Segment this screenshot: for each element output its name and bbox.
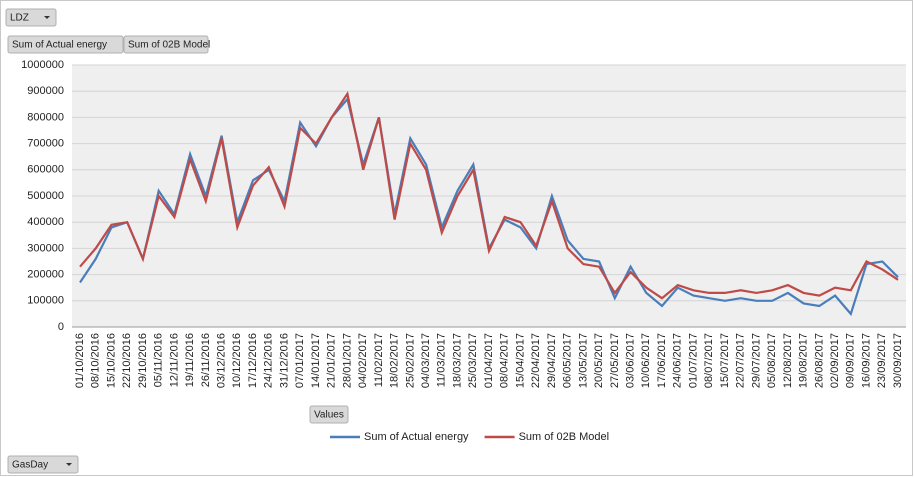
series-line <box>79 91 899 300</box>
x-tick-label: 22/10/2016 <box>121 333 133 388</box>
value-button-label: Sum of Actual energy <box>12 40 107 51</box>
x-tick-label: 17/06/2017 <box>656 333 668 388</box>
x-tick-label: 12/11/2016 <box>168 333 180 387</box>
x-tick-label: 12/08/2017 <box>782 333 794 388</box>
x-tick-label: 06/05/2017 <box>562 333 574 388</box>
x-tick-label: 30/09/2017 <box>892 333 904 388</box>
axis-button[interactable]: GasDay <box>7 455 79 474</box>
x-tick-label: 18/03/2017 <box>451 333 463 388</box>
y-tick-label: 900000 <box>27 85 64 97</box>
legend-label: Sum of Actual energy <box>364 431 469 443</box>
x-tick-label: 21/01/2017 <box>326 333 338 388</box>
filter-button-label: LDZ <box>10 13 29 24</box>
x-tick-label: 27/05/2017 <box>609 333 621 388</box>
y-tick-label: 300000 <box>27 242 64 254</box>
x-tick-label: 15/04/2017 <box>514 333 526 388</box>
x-tick-label: 24/12/2016 <box>263 333 275 388</box>
values-button-label: Values <box>314 410 344 421</box>
x-tick-label: 15/10/2016 <box>105 333 117 388</box>
x-tick-label: 16/09/2017 <box>860 333 872 388</box>
x-tick-label: 03/06/2017 <box>624 333 636 388</box>
x-tick-label: 25/02/2017 <box>404 333 416 388</box>
x-tick-label: 29/07/2017 <box>750 333 762 388</box>
y-tick-label: 200000 <box>27 269 64 281</box>
x-tick-label: 29/10/2016 <box>137 333 149 388</box>
x-tick-label: 14/01/2017 <box>310 333 322 388</box>
x-tick-label: 28/01/2017 <box>341 333 353 388</box>
x-tick-label: 24/06/2017 <box>672 333 684 388</box>
x-tick-label: 23/09/2017 <box>876 333 888 388</box>
value-button[interactable]: Sum of Actual energy <box>7 35 124 54</box>
y-tick-label: 500000 <box>27 190 64 202</box>
x-tick-label: 05/08/2017 <box>766 333 778 388</box>
x-tick-label: 19/11/2016 <box>184 333 196 387</box>
x-tick-label: 29/04/2017 <box>546 333 558 388</box>
x-tick-label: 08/04/2017 <box>499 333 511 388</box>
value-button[interactable]: Sum of 02B Model <box>123 35 210 54</box>
x-tick-label: 26/08/2017 <box>813 333 825 388</box>
x-tick-label: 20/05/2017 <box>593 333 605 388</box>
y-tick-label: 100000 <box>27 295 64 307</box>
x-tick-label: 01/10/2016 <box>74 333 86 388</box>
y-tick-label: 1000000 <box>21 59 64 71</box>
filter-button[interactable]: LDZ <box>5 8 57 27</box>
x-tick-label: 26/11/2016 <box>200 333 212 387</box>
x-tick-label: 04/02/2017 <box>357 333 369 388</box>
x-tick-label: 08/10/2016 <box>90 333 102 388</box>
x-tick-label: 15/07/2017 <box>719 333 731 388</box>
x-tick-label: 05/11/2016 <box>153 333 165 387</box>
legend-label: Sum of 02B Model <box>519 431 610 443</box>
x-tick-label: 04/03/2017 <box>420 333 432 388</box>
x-tick-label: 19/08/2017 <box>798 333 810 388</box>
x-tick-label: 13/05/2017 <box>577 333 589 388</box>
x-tick-label: 11/02/2017 <box>373 333 385 387</box>
y-tick-label: 700000 <box>27 138 64 150</box>
x-tick-label: 18/02/2017 <box>389 333 401 388</box>
y-tick-label: 600000 <box>27 164 64 176</box>
y-tick-label: 800000 <box>27 111 64 123</box>
x-tick-label: 22/07/2017 <box>735 333 747 388</box>
x-tick-label: 01/04/2017 <box>483 333 495 388</box>
value-button-label: Sum of 02B Model <box>128 40 210 51</box>
x-tick-label: 08/07/2017 <box>703 333 715 388</box>
x-tick-label: 03/12/2016 <box>215 333 227 388</box>
x-tick-label: 17/12/2016 <box>247 333 259 388</box>
x-tick-label: 10/06/2017 <box>640 333 652 388</box>
y-tick-label: 400000 <box>27 216 64 228</box>
x-tick-label: 11/03/2017 <box>436 333 448 387</box>
x-tick-label: 09/09/2017 <box>845 333 857 388</box>
y-tick-label: 0 <box>58 321 64 333</box>
x-tick-label: 22/04/2017 <box>530 333 542 388</box>
values-button[interactable]: Values <box>309 405 349 424</box>
x-tick-label: 01/07/2017 <box>687 333 699 388</box>
x-tick-label: 02/09/2017 <box>829 333 841 388</box>
x-tick-label: 07/01/2017 <box>294 333 306 388</box>
axis-button-label: GasDay <box>12 460 48 471</box>
x-tick-label: 10/12/2016 <box>231 333 243 388</box>
x-tick-label: 25/03/2017 <box>467 333 479 388</box>
x-tick-label: 31/12/2016 <box>278 333 290 388</box>
